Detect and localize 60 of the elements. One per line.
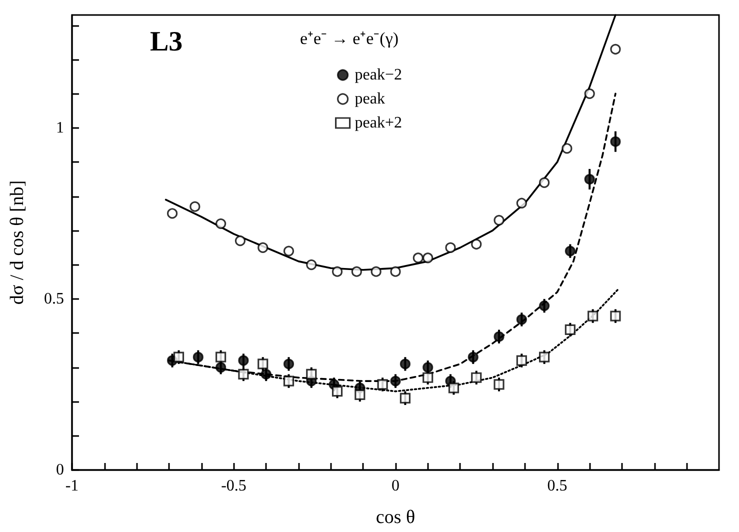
point [494,331,504,342]
point [516,314,527,325]
point [258,358,268,370]
annotation: L3 [150,26,183,58]
point [234,235,246,246]
x-tick-label: -0.5 [221,478,246,494]
point [448,382,460,394]
x-axis-title: cos θ [376,507,416,528]
point [377,379,388,390]
point [584,174,595,185]
point [445,242,456,253]
x-tick-label: 0 [392,478,400,494]
point [539,177,550,188]
point [351,266,362,277]
point [400,358,411,370]
legend-label: peak−2 [354,66,402,84]
point [412,252,424,264]
point [332,386,343,397]
point [471,372,482,383]
y-axis-title: dσ / d cos θ [nb] [7,180,28,305]
point [610,44,621,55]
point [539,352,550,362]
point [166,208,178,219]
point [258,242,268,253]
point [332,266,343,277]
point [216,218,226,229]
annotation: e⁺e⁻ → e⁺e⁻(γ) [300,29,399,48]
point [588,310,598,322]
point [283,246,294,256]
point [584,88,595,99]
legend-label: peak+2 [354,114,402,132]
point [564,246,576,256]
point [306,368,317,380]
point [494,214,504,226]
x-tick-label: 0.5 [547,478,568,494]
x-tick-label: -1 [65,478,79,494]
point [370,266,382,277]
point [562,143,572,154]
point [539,300,550,312]
point [610,310,621,322]
point [260,368,272,380]
point [468,352,478,362]
y-tick-label: 0 [56,462,64,478]
point [390,266,401,277]
point [422,252,434,264]
point [306,259,317,270]
point [190,201,200,212]
point [192,352,204,362]
point [390,376,401,386]
point [354,389,366,400]
legend-label: peak [354,90,386,108]
y-tick-label: 0.5 [44,290,64,308]
y-tick-label: 1 [56,119,64,136]
point [494,379,504,390]
point [173,352,184,362]
point [400,392,411,404]
point [516,355,527,366]
point [610,136,621,147]
point [564,324,576,336]
point [516,198,527,208]
